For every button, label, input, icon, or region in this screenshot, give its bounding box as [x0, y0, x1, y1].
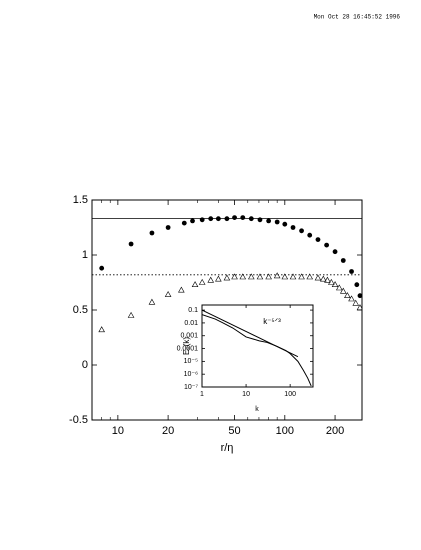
y-tick-label: -0.5: [69, 414, 88, 426]
data-point: [314, 274, 322, 281]
data-point: [319, 275, 327, 282]
data-point: [352, 299, 360, 306]
data-point: [324, 276, 331, 283]
plot-content: [92, 215, 362, 333]
data-point: [344, 292, 351, 298]
x-tick-label: 10: [242, 391, 250, 398]
plot-frame: [201, 304, 314, 388]
data-point: [127, 311, 135, 318]
y-tick-label: 0.001: [180, 333, 198, 340]
data-point: [232, 215, 237, 221]
y-tick-label: 0.0001: [177, 345, 199, 352]
data-point: [289, 273, 297, 280]
data-point: [215, 275, 222, 282]
data-point: [247, 273, 255, 280]
y-tick-label: 0.1: [188, 307, 198, 314]
data-point: [340, 258, 346, 263]
data-line: [202, 309, 299, 358]
data-point: [332, 249, 338, 255]
y-tick-label: 10⁻⁶: [184, 371, 198, 378]
timestamp: Mon Oct 28 16:45:52 1996: [314, 14, 401, 21]
x-tick-label: 20: [162, 425, 174, 437]
data-point: [306, 273, 314, 280]
data-point: [190, 218, 195, 224]
data-point: [273, 272, 281, 279]
data-point: [339, 287, 347, 294]
y-tick-label: 0.5: [73, 304, 88, 316]
data-point: [199, 217, 205, 223]
data-point: [215, 216, 221, 222]
data-point: [191, 281, 199, 287]
data-point: [239, 273, 247, 280]
plot-area: [202, 305, 313, 387]
x-tick-label: 100: [276, 425, 294, 437]
data-point: [307, 232, 313, 238]
data-point: [149, 230, 155, 236]
data-point: [128, 241, 134, 247]
data-point: [290, 225, 296, 230]
data-point: [223, 274, 231, 281]
data-point: [165, 225, 171, 230]
data-point: [354, 282, 360, 288]
x-tick-label: 10: [112, 425, 124, 437]
data-point: [99, 265, 105, 271]
y-tick-label: 0: [82, 359, 88, 371]
data-point: [266, 218, 272, 224]
y-tick-label: 10⁻⁷: [184, 384, 198, 391]
data-point: [208, 216, 214, 222]
data-point: [348, 295, 355, 302]
data-point: [248, 216, 254, 222]
data-point: [256, 273, 264, 280]
data-point: [240, 215, 246, 221]
data-point: [349, 269, 354, 274]
x-tick-label: 1: [200, 391, 204, 398]
annotation: k⁻⁵ᐟ³: [263, 317, 281, 326]
data-point: [198, 278, 206, 285]
data-point: [164, 290, 172, 297]
data-point: [282, 221, 288, 227]
data-point: [257, 217, 263, 223]
data-point: [231, 273, 238, 280]
y-axis-label: Eₚ(k): [182, 337, 191, 355]
data-point: [331, 281, 339, 287]
x-tick-label: 200: [326, 425, 344, 437]
data-point: [178, 286, 185, 293]
data-point: [181, 220, 187, 226]
x-axis-label: r/η: [221, 442, 234, 454]
data-point: [274, 219, 280, 225]
data-point: [299, 228, 304, 234]
y-tick-label: 1.5: [73, 194, 88, 206]
data-point: [335, 284, 343, 291]
y-tick-label: 10⁻⁵: [184, 358, 198, 365]
data-point: [98, 326, 105, 333]
x-tick-label: 50: [228, 425, 240, 437]
plot-frame: [91, 199, 363, 421]
data-point: [281, 273, 289, 280]
data-point: [298, 273, 305, 280]
data-point: [357, 293, 362, 299]
data-point: [265, 273, 272, 280]
data-point: [224, 216, 230, 222]
data-point: [148, 298, 156, 305]
data-point: [324, 242, 330, 248]
y-tick-label: 1: [82, 249, 88, 261]
x-tick-label: 100: [284, 391, 296, 398]
y-tick-label: 0.01: [184, 320, 198, 327]
plot-content: [202, 309, 312, 387]
x-axis-label: k: [255, 406, 259, 413]
data-point: [328, 278, 335, 285]
data-point: [207, 276, 215, 283]
data-point: [315, 237, 321, 243]
